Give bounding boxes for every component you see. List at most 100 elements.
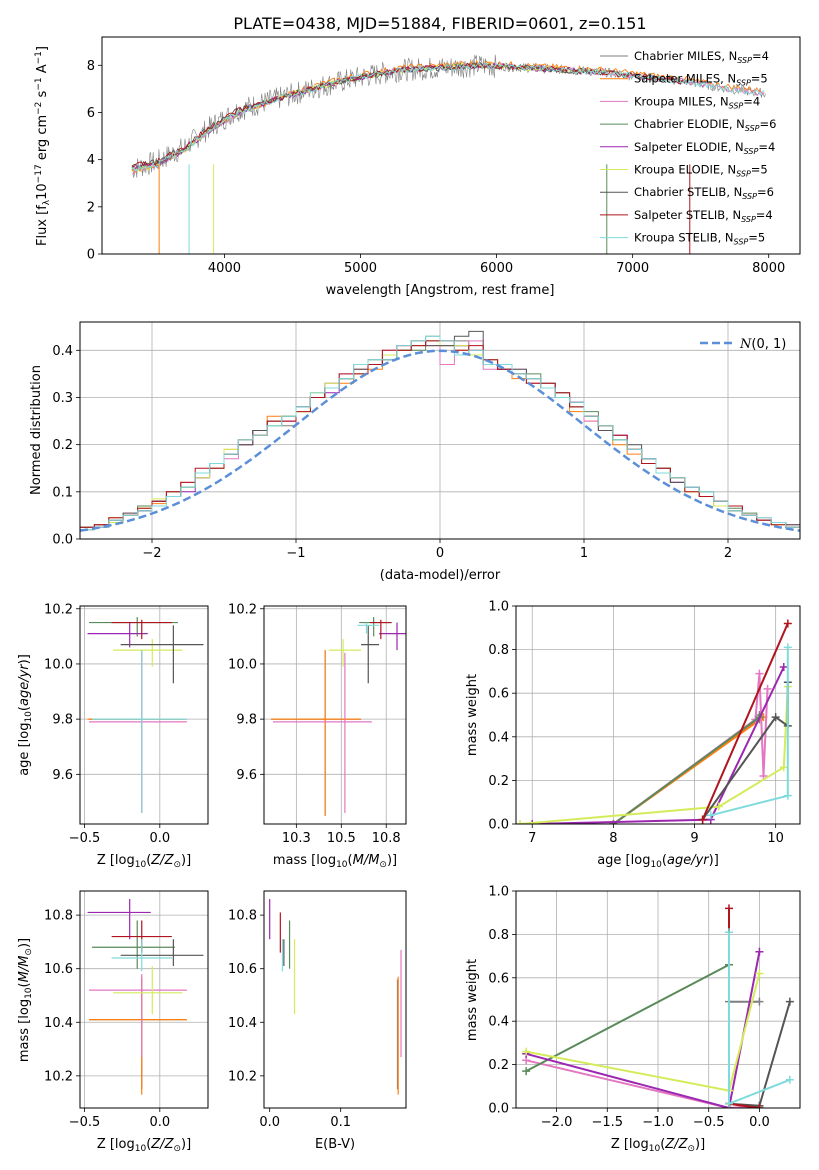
y-tick-label: 6 [87,106,95,121]
weight-marker [779,663,788,672]
weight-marker [785,997,794,1006]
x-axis-label: age [log10(age/yr)] [597,853,719,870]
axes-frame [515,605,801,825]
x-tick-label: 8000 [752,261,785,276]
y-tick-label: 0.0 [488,1102,509,1117]
y-tick-label: 9.8 [52,713,73,728]
y-tick-label: 1.0 [488,885,509,900]
errorbar-kroupa-miles [89,974,187,1058]
weight-line-chabrier-elodie [525,963,730,1072]
errorbar-kroupa-elodie [113,966,183,1015]
y-tick-label: 0.2 [488,774,509,789]
y-tick-label: 10.8 [228,909,257,924]
y-axis-label: age [log10(age/yr)] [17,654,34,776]
errorbar-chabrier-miles [89,979,187,1090]
weight-marker [725,928,733,937]
weight-marker [528,820,537,824]
y-axis-label: Flux [fλ10−17 erg cm−2 s−1 A−1] [34,46,52,246]
plot-area [87,617,204,813]
legend-entry-salpeter-elodie: Salpeter ELODIE, NSSP=4 [634,140,775,156]
y-tick-label: 0.0 [52,533,73,548]
y-tick-label: 0.1 [52,485,73,500]
chart-age-vs-Z: −0.5 0.0 9.6 9.8 10.0 10.2 [44,602,209,846]
weight-marker [725,1099,733,1108]
legend: Chabrier MILES, NSSP=4 Salpeter MILES, NS… [600,49,776,247]
errorbar-chabrier-elodie [92,920,175,969]
weight-line-kroupa-elodie [520,686,789,824]
weight-line-kroupa-stelib [710,647,789,817]
weight-marker [763,684,772,693]
y-tick-label: 10.0 [44,657,73,672]
normal-curve [80,349,800,532]
chart-mass-vs-EBV: 0.0 0.1 10.2 10.4 10.6 10.8 [228,890,407,1130]
legend-entry-chabrier-stelib: Chabrier STELIB, NSSP=6 [634,185,774,201]
legend-entry-salpeter-miles: Salpeter MILES, NSSP=5 [634,72,768,88]
x-tick-label: 2 [724,546,732,561]
axes-frame [101,36,801,255]
x-axis-label: Z [log10(Z/Z⊙)] [611,1137,705,1154]
x-tick-label: 1 [580,546,588,561]
x-tick-label: 8 [609,831,617,846]
x-axis-label: wavelength [Angstrom, rest frame] [326,283,555,298]
x-tick-label: 7 [528,831,536,846]
weight-marker [783,643,792,652]
errorbar-salpeter-elodie [87,622,148,648]
y-tick-label: 2 [87,200,95,215]
y-tick-label: 4 [87,153,95,168]
weight-marker [755,969,764,978]
y-tick-label: 0 [87,248,95,263]
weight-marker [698,815,707,824]
x-tick-label: 10.5 [327,831,356,846]
errorbar-salpeter-miles [89,976,187,1095]
weight-marker [755,947,764,956]
x-tick-label: 0.0 [749,1115,770,1130]
legend: N(0, 1) [700,337,786,352]
series-line-kroupa-stelib [131,62,765,172]
histogram-kroupa-stelib [80,335,800,539]
chart-mass-vs-Z: −0.5 0.0 10.2 10.4 10.6 10.8 [44,890,209,1130]
x-tick-label: 9 [690,831,698,846]
y-tick-label: 10.4 [44,1016,73,1031]
errorbar-chabrier-stelib [361,625,380,684]
errorbar-salpeter-elodie [87,899,151,940]
plot-area [269,899,402,1095]
y-tick-label: 9.6 [236,768,257,783]
errorbar-salpeter-miles [271,650,362,816]
chart-weight-vs-Z: −2.0 −1.5 −1.0 −0.5 0.0 0.0 0.2 0.4 0.6 0.8 1.0 [488,885,801,1130]
y-tick-label: 10.2 [228,1069,257,1084]
plot-area [271,617,406,816]
legend-entry-kroupa-miles: Kroupa MILES, NSSP=4 [634,94,760,110]
plot-area [131,54,766,254]
figure-title: PLATE=0438, MJD=51884, FIBERID=0601, z=0… [233,14,646,33]
weight-marker [783,791,792,800]
y-tick-label: 9.6 [52,768,73,783]
x-tick-label: 0.1 [330,1115,351,1130]
errorbar-salpeter-stelib [111,619,172,640]
x-tick-label: 4000 [208,261,241,276]
y-tick-label: 10.8 [44,909,73,924]
errorbar-chabrier-miles [271,650,362,816]
x-tick-label: 6000 [480,261,513,276]
axes-frame [79,321,801,540]
weight-line-salpeter-elodie [525,951,761,1108]
weight-line-salpeter-stelib [701,623,789,820]
errorbar-chabrier-miles [89,650,187,811]
weight-marker [725,904,733,913]
y-axis-label: mass [log10(M/M⊙)] [17,938,34,1062]
y-tick-label: 0.4 [52,344,73,359]
legend-entry-salpeter-stelib: Salpeter STELIB, NSSP=4 [634,208,773,224]
x-tick-label: 0.0 [149,831,170,846]
x-tick-label: −2 [142,546,161,561]
x-tick-label: 10.3 [282,831,311,846]
weight-marker [516,820,525,824]
errorbar-salpeter-stelib [370,619,392,640]
y-axis-label: mass weight [465,959,480,1041]
weight-marker [785,1075,794,1084]
y-axis-label: Normed distribution [29,365,44,495]
y-tick-label: 0.8 [488,928,509,943]
plot-area [87,899,204,1095]
weight-marker [522,1047,531,1056]
x-tick-label: 0.0 [149,1115,170,1130]
y-tick-label: 0.3 [52,391,73,406]
